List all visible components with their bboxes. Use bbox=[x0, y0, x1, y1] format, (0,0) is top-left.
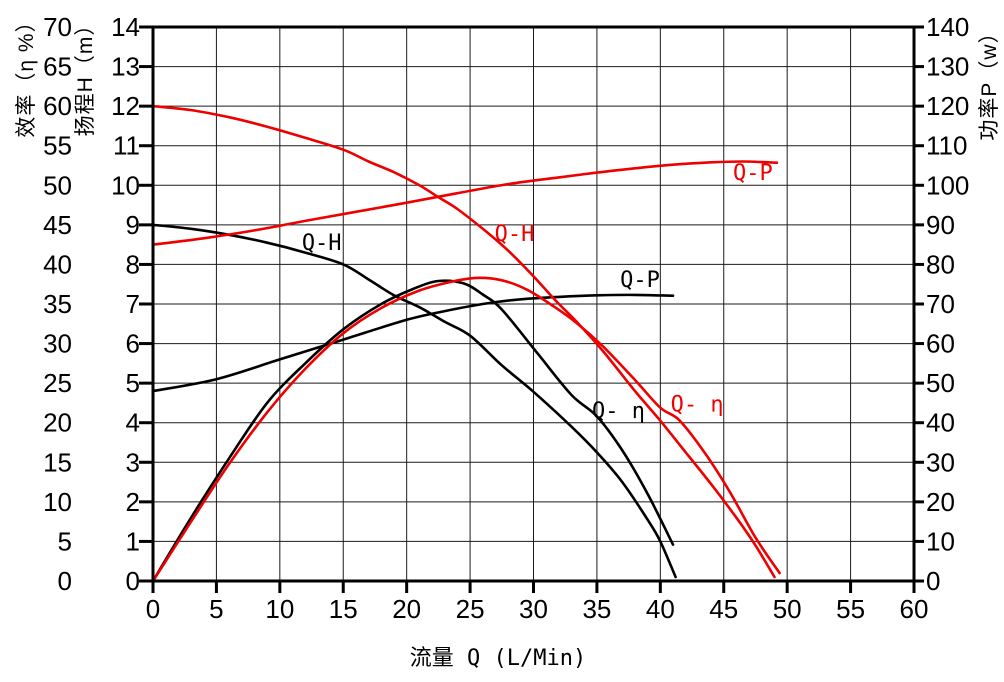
efficiency-tick-label: 30 bbox=[43, 329, 72, 359]
curve-q-eta-black bbox=[151, 279, 675, 583]
power-tick-label: 120 bbox=[926, 91, 969, 121]
flow-tick-label: 45 bbox=[709, 594, 738, 624]
efficiency-tick-label: 0 bbox=[58, 566, 72, 596]
head-axis-title: 扬程H（m） bbox=[74, 13, 97, 137]
efficiency-tick-label: 15 bbox=[43, 447, 72, 477]
power-tick-label: 50 bbox=[926, 368, 955, 398]
flow-axis-title: 流量 Q (L/Min) bbox=[409, 646, 587, 671]
flow-tick-label: 10 bbox=[265, 594, 294, 624]
flow-tick-label: 55 bbox=[836, 594, 865, 624]
efficiency-tick-label: 5 bbox=[58, 526, 72, 556]
power-tick-label: 80 bbox=[926, 249, 955, 279]
curve-q-h-red bbox=[151, 104, 776, 579]
power-tick-label: 70 bbox=[926, 289, 955, 319]
head-tick-label: 8 bbox=[126, 249, 140, 279]
label-q-eta-red: Q- η bbox=[671, 393, 724, 418]
head-tick-label: 7 bbox=[126, 289, 140, 319]
efficiency-tick-label: 60 bbox=[43, 91, 72, 121]
label-q-h-red: Q-H bbox=[495, 222, 535, 247]
power-tick-label: 30 bbox=[926, 447, 955, 477]
power-tick-label: 90 bbox=[926, 210, 955, 240]
curve-q-p-red bbox=[151, 160, 779, 246]
curve-q-p-black bbox=[151, 293, 675, 393]
flow-tick-label: 0 bbox=[146, 594, 160, 624]
efficiency-tick-label: 25 bbox=[43, 368, 72, 398]
flow-tick-label: 30 bbox=[519, 594, 548, 624]
head-tick-label: 10 bbox=[111, 170, 140, 200]
efficiency-tick-label: 40 bbox=[43, 249, 72, 279]
flow-tick-label: 60 bbox=[900, 594, 929, 624]
efficiency-tick-label: 65 bbox=[43, 52, 72, 82]
power-tick-label: 0 bbox=[926, 566, 940, 596]
curve-q-h-black bbox=[151, 223, 677, 579]
head-tick-label: 13 bbox=[111, 52, 140, 82]
power-axis-title: 功率P（w） bbox=[978, 21, 1001, 141]
efficiency-tick-label: 35 bbox=[43, 289, 72, 319]
flow-tick-label: 5 bbox=[209, 594, 223, 624]
head-tick-label: 6 bbox=[126, 329, 140, 359]
power-tick-label: 140 bbox=[926, 12, 969, 42]
head-tick-label: 12 bbox=[111, 91, 140, 121]
efficiency-tick-label: 20 bbox=[43, 408, 72, 438]
power-tick-label: 130 bbox=[926, 52, 969, 82]
power-tick-label: 40 bbox=[926, 408, 955, 438]
flow-tick-label: 15 bbox=[329, 594, 358, 624]
power-tick-label: 20 bbox=[926, 487, 955, 517]
label-q-p-black: Q-P bbox=[620, 268, 660, 293]
head-tick-label: 4 bbox=[126, 408, 140, 438]
label-q-h-black: Q-H bbox=[302, 231, 342, 256]
efficiency-tick-label: 50 bbox=[43, 170, 72, 200]
head-tick-label: 11 bbox=[113, 131, 140, 161]
head-tick-label: 3 bbox=[126, 447, 140, 477]
flow-tick-label: 50 bbox=[773, 594, 802, 624]
head-tick-label: 5 bbox=[126, 368, 140, 398]
power-tick-label: 100 bbox=[926, 170, 969, 200]
efficiency-tick-label: 55 bbox=[43, 131, 72, 161]
label-q-p-red: Q-P bbox=[733, 161, 773, 186]
flow-tick-label: 35 bbox=[582, 594, 611, 624]
power-tick-label: 60 bbox=[926, 329, 955, 359]
efficiency-axis-title: 效率（η %） bbox=[15, 10, 38, 138]
head-tick-label: 2 bbox=[126, 487, 140, 517]
flow-tick-label: 25 bbox=[456, 594, 485, 624]
flow-tick-label: 40 bbox=[646, 594, 675, 624]
curve-q-eta-red bbox=[151, 276, 781, 583]
head-tick-label: 1 bbox=[126, 526, 140, 556]
head-tick-label: 0 bbox=[126, 566, 140, 596]
label-q-eta-black: Q- η bbox=[592, 399, 645, 424]
flow-tick-label: 20 bbox=[392, 594, 421, 624]
power-tick-label: 10 bbox=[926, 526, 955, 556]
power-tick-label: 110 bbox=[926, 131, 967, 161]
efficiency-tick-label: 70 bbox=[43, 12, 72, 42]
efficiency-tick-label: 45 bbox=[43, 210, 72, 240]
head-tick-label: 9 bbox=[126, 210, 140, 240]
head-tick-label: 14 bbox=[111, 12, 140, 42]
efficiency-tick-label: 10 bbox=[43, 487, 72, 517]
